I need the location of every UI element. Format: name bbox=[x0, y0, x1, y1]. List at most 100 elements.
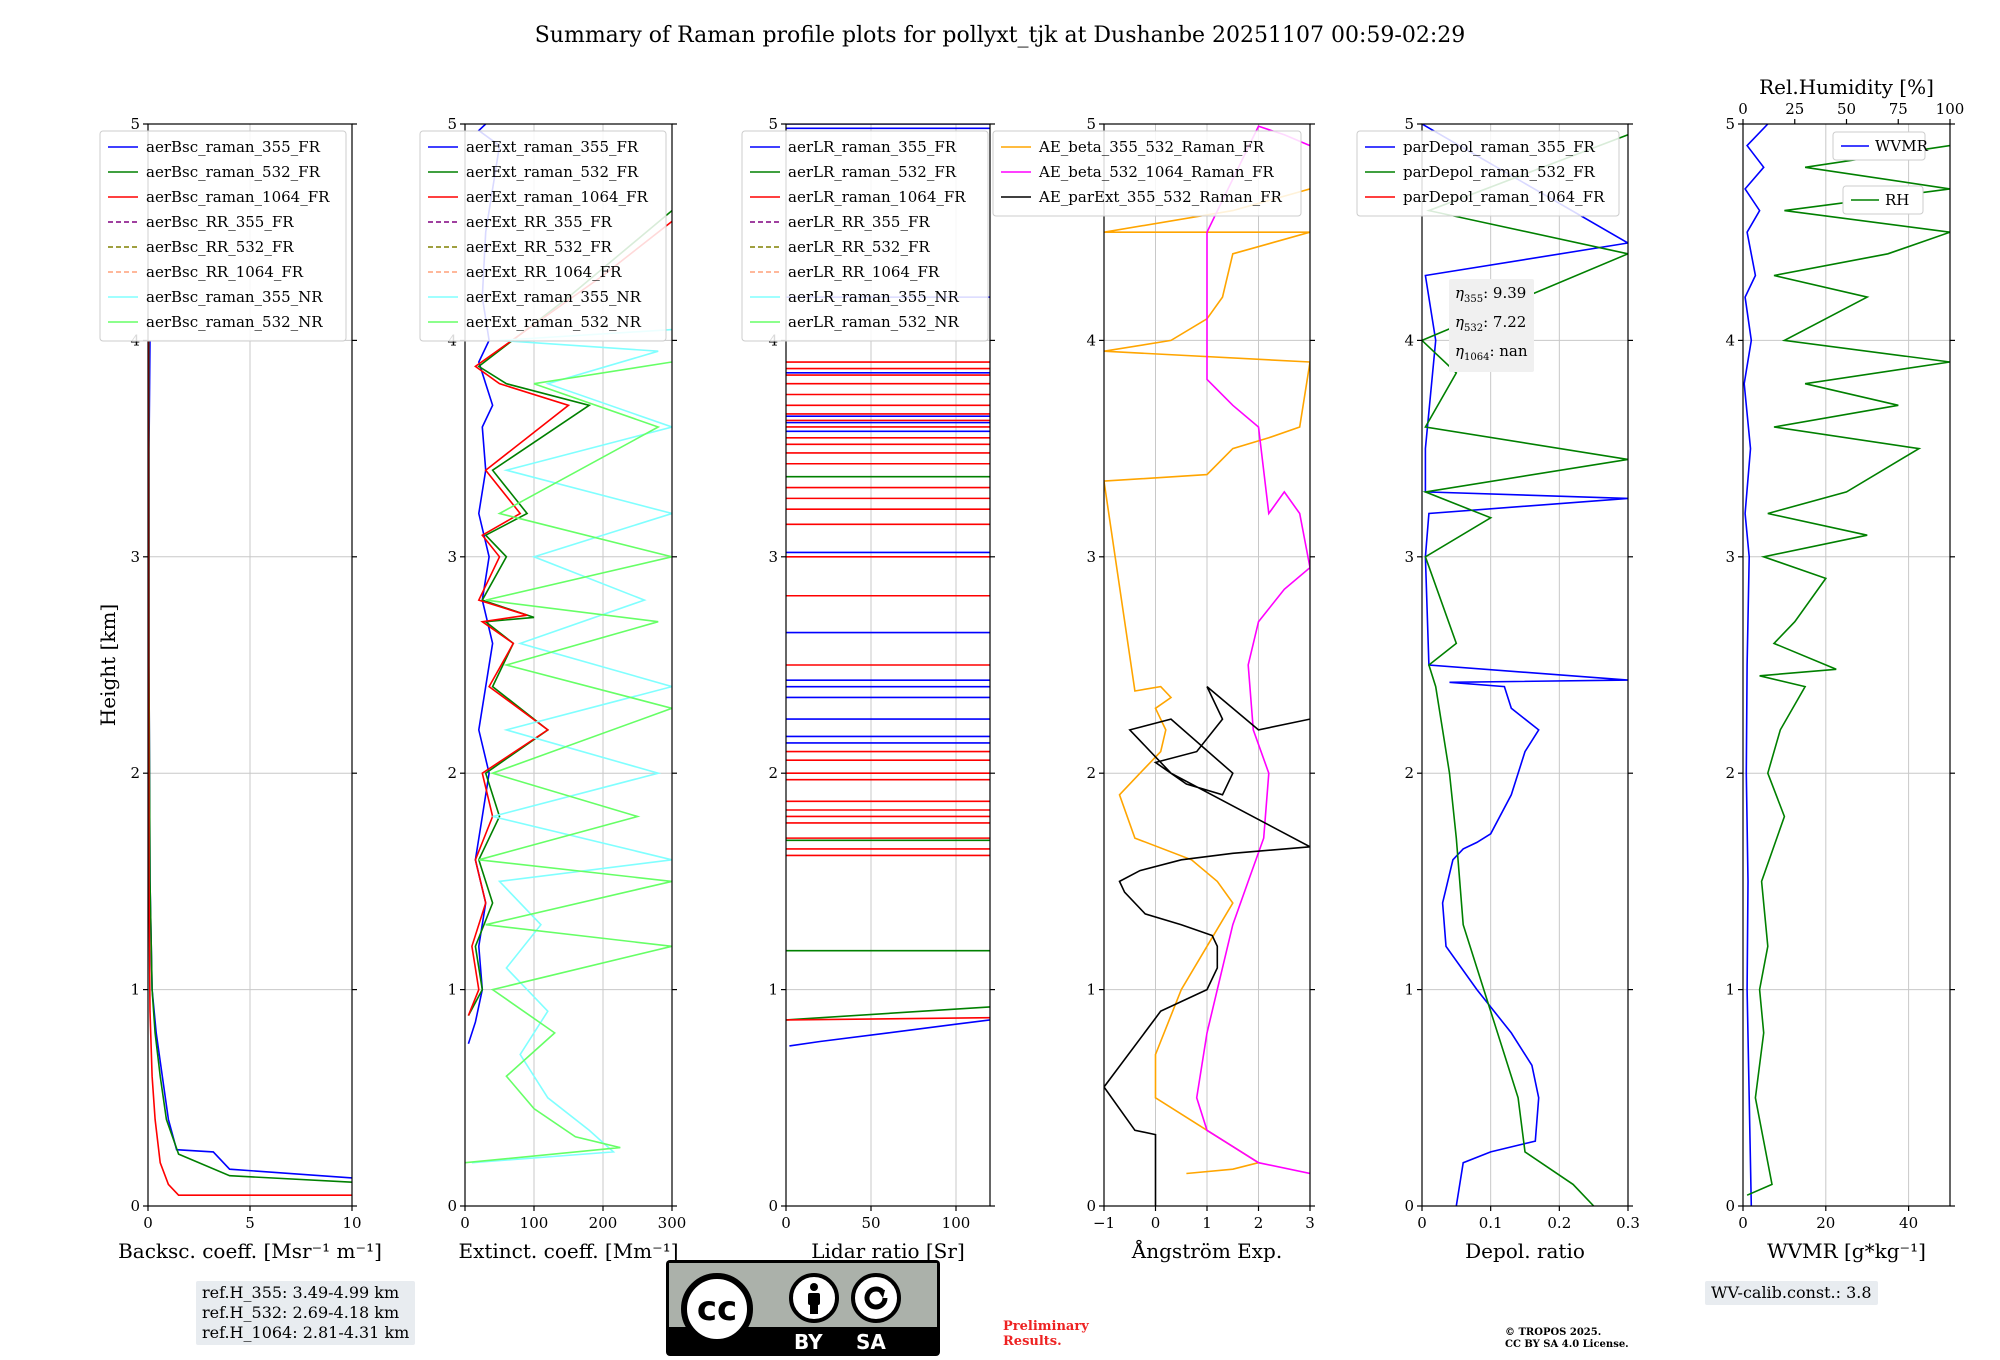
y-tick-label: 5 bbox=[768, 115, 778, 133]
legend-box bbox=[1356, 130, 1620, 217]
y-tick-label: 4 bbox=[1086, 331, 1096, 349]
legend-label: aerExt_raman_532_FR bbox=[466, 163, 639, 181]
x-tick-label: 0.1 bbox=[1479, 1214, 1503, 1232]
x-tick-label: 0 bbox=[1151, 1214, 1161, 1232]
panels-group: 0123450510Backsc. coeff. [Msr⁻¹ m⁻¹]aerB… bbox=[99, 75, 1964, 1263]
series-line-parDepol_raman_532_FR bbox=[1422, 134, 1628, 1206]
x2-tick-label: 50 bbox=[1837, 100, 1856, 118]
preliminary-notice: Preliminary Results. bbox=[1003, 1319, 1089, 1349]
y-tick-label: 3 bbox=[1086, 548, 1096, 566]
panel-ext: 0123450100200300Extinct. coeff. [Mm⁻¹]ae… bbox=[419, 115, 686, 1263]
series-line-aerBsc_raman_1064_FR bbox=[148, 340, 352, 1196]
legend-label: aerBsc_raman_532_NR bbox=[146, 313, 323, 331]
eta-calibration-box: η355: 9.39 η532: 7.22 η1064: nan bbox=[1449, 279, 1534, 372]
legend-label: aerExt_raman_1064_FR bbox=[466, 188, 648, 206]
legend-label: aerLR_raman_532_FR bbox=[788, 163, 957, 181]
legend-label: aerBsc_RR_355_FR bbox=[146, 213, 294, 231]
legend-label: RH bbox=[1885, 191, 1909, 209]
panel-lr: 012345050100Lidar ratio [Sr]aerLR_raman_… bbox=[741, 115, 995, 1263]
y-tick-label: 2 bbox=[447, 764, 457, 782]
x2-tick-label: 25 bbox=[1785, 100, 1804, 118]
x2-tick-label: 0 bbox=[1738, 100, 1748, 118]
y-tick-label: 5 bbox=[1725, 115, 1735, 133]
x-tick-label: 200 bbox=[589, 1214, 618, 1232]
legend-label: aerBsc_raman_1064_FR bbox=[146, 188, 330, 206]
x-tick-label: 100 bbox=[942, 1214, 971, 1232]
y-tick-label: 3 bbox=[447, 548, 457, 566]
x2-tick-label: 100 bbox=[1936, 100, 1965, 118]
x-tick-label: 5 bbox=[245, 1214, 255, 1232]
series-line-WVMR bbox=[1743, 124, 1769, 1206]
x-tick-label: 3 bbox=[1305, 1214, 1315, 1232]
y-axis-label: Height [km] bbox=[96, 604, 120, 726]
copyright-notice: © TROPOS 2025. CC BY SA 4.0 License. bbox=[1505, 1327, 1629, 1351]
legend-label: aerBsc_RR_1064_FR bbox=[146, 263, 304, 281]
y-tick-label: 3 bbox=[768, 548, 778, 566]
x-tick-label: 20 bbox=[1816, 1214, 1835, 1232]
ref-height-355: ref.H_355: 3.49-4.99 km bbox=[202, 1283, 400, 1302]
legend-box bbox=[741, 130, 989, 342]
y-tick-label: 5 bbox=[1086, 115, 1096, 133]
y-tick-label: 2 bbox=[130, 764, 140, 782]
legend-label: aerBsc_RR_532_FR bbox=[146, 238, 294, 256]
axes-frame bbox=[785, 123, 991, 1207]
series-line-aerLR_raman_532_FR bbox=[786, 1006, 990, 1021]
x-tick-label: 50 bbox=[861, 1214, 880, 1232]
legend-label: aerLR_raman_355_FR bbox=[788, 138, 957, 156]
legend-label: aerLR_raman_355_NR bbox=[788, 288, 959, 306]
y-tick-label: 4 bbox=[1725, 331, 1735, 349]
x2-axis-label: Rel.Humidity [%] bbox=[1759, 75, 1934, 99]
plot-area bbox=[786, 124, 990, 1047]
y-tick-label: 1 bbox=[447, 981, 457, 999]
x-tick-label: 0 bbox=[781, 1214, 791, 1232]
x-axis-label: Ångström Exp. bbox=[1131, 1238, 1282, 1263]
x-tick-label: 100 bbox=[520, 1214, 549, 1232]
reference-height-box: ref.H_355: 3.49-4.99 km ref.H_532: 2.69-… bbox=[196, 1281, 416, 1345]
series-line-aerLR_raman_355_FR bbox=[789, 1019, 990, 1047]
copyright-line2: CC BY SA 4.0 License. bbox=[1505, 1339, 1629, 1350]
y-tick-label: 5 bbox=[130, 115, 140, 133]
legend-label: parDepol_raman_355_FR bbox=[1403, 138, 1596, 156]
legend-label: aerExt_raman_532_NR bbox=[466, 313, 642, 331]
x-tick-label: 0 bbox=[460, 1214, 470, 1232]
series-line-RH bbox=[1746, 144, 1950, 1196]
series-line-aerExt_raman_355_NR bbox=[471, 328, 672, 1164]
legend-label: aerBsc_raman_355_FR bbox=[146, 138, 321, 156]
copyright-line1: © TROPOS 2025. bbox=[1505, 1327, 1602, 1338]
legend-label: aerLR_RR_532_FR bbox=[788, 238, 930, 256]
y-tick-label: 0 bbox=[447, 1197, 457, 1215]
y-tick-label: 1 bbox=[1725, 981, 1735, 999]
y-tick-label: 5 bbox=[447, 115, 457, 133]
panel-bsc: 0123450510Backsc. coeff. [Msr⁻¹ m⁻¹]aerB… bbox=[99, 115, 382, 1263]
eta-1064: η1064: nan bbox=[1455, 342, 1528, 363]
y-tick-label: 2 bbox=[1404, 764, 1414, 782]
legend-label: aerExt_raman_355_FR bbox=[466, 138, 639, 156]
y-tick-label: 0 bbox=[130, 1197, 140, 1215]
x-axis-label: Backsc. coeff. [Msr⁻¹ m⁻¹] bbox=[118, 1239, 382, 1263]
legend-label: aerBsc_raman_355_NR bbox=[146, 288, 323, 306]
legend-label: parDepol_raman_1064_FR bbox=[1403, 188, 1605, 206]
y-tick-label: 2 bbox=[768, 764, 778, 782]
y-tick-label: 1 bbox=[768, 981, 778, 999]
preliminary-line1: Preliminary bbox=[1003, 1319, 1089, 1334]
x-tick-label: 0 bbox=[1738, 1214, 1748, 1232]
x2-tick-label: 75 bbox=[1889, 100, 1908, 118]
figure-title: Summary of Raman profile plots for polly… bbox=[535, 23, 1466, 48]
y-tick-label: 0 bbox=[1404, 1197, 1414, 1215]
cc-sa-text: SA bbox=[856, 1330, 886, 1354]
x-axis-label: WVMR [g*kg⁻¹] bbox=[1767, 1239, 1926, 1263]
y-tick-label: 5 bbox=[1404, 115, 1414, 133]
series-line-AE_beta_355_532_Raman_FR bbox=[1104, 188, 1310, 1175]
legend-box bbox=[99, 130, 347, 342]
legend-label: aerExt_RR_355_FR bbox=[466, 213, 613, 231]
y-tick-label: 2 bbox=[1086, 764, 1096, 782]
series-line-aerExt_raman_532_NR bbox=[465, 361, 672, 1164]
legend-label: parDepol_raman_532_FR bbox=[1403, 163, 1596, 181]
y-tick-label: 1 bbox=[1086, 981, 1096, 999]
legend-label: aerLR_RR_1064_FR bbox=[788, 263, 940, 281]
plot-area bbox=[1422, 124, 1628, 1206]
legend-label: aerExt_RR_1064_FR bbox=[466, 263, 622, 281]
plot-area bbox=[148, 340, 352, 1196]
